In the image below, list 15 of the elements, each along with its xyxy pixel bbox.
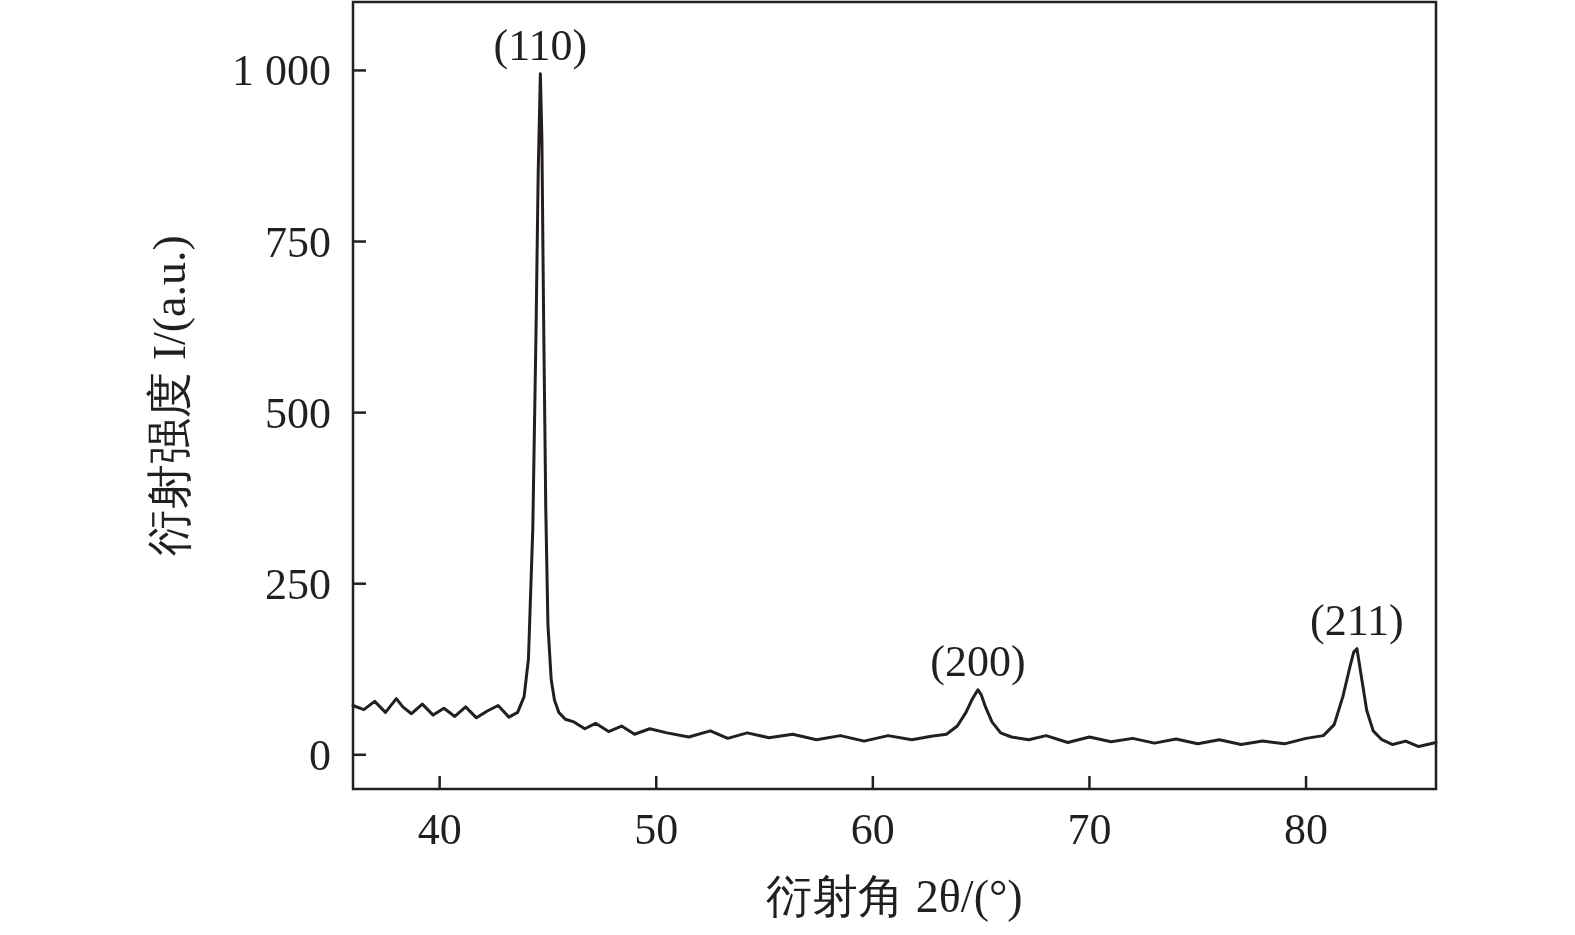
x-tick-label: 70 [1067, 805, 1112, 854]
x-tick-label: 50 [634, 805, 679, 854]
y-tick-label: 1 000 [232, 46, 331, 96]
annotation: (211) [1310, 595, 1404, 645]
x-tick-label: 80 [1284, 805, 1329, 854]
x-tick-label: 40 [417, 805, 462, 854]
y-tick-label: 250 [265, 559, 331, 609]
y-tick-label: 0 [309, 730, 331, 780]
annotation: (110) [493, 20, 588, 70]
x-axis-title: 衍射角 2θ/(°) [766, 871, 1023, 922]
y-axis-title: 衍射强度 I/(a.u.) [144, 235, 195, 556]
y-tick-label: 750 [265, 217, 331, 267]
annotation: (200) [930, 636, 1026, 686]
y-tick-label: 500 [265, 388, 331, 438]
x-tick-label: 60 [850, 805, 895, 854]
